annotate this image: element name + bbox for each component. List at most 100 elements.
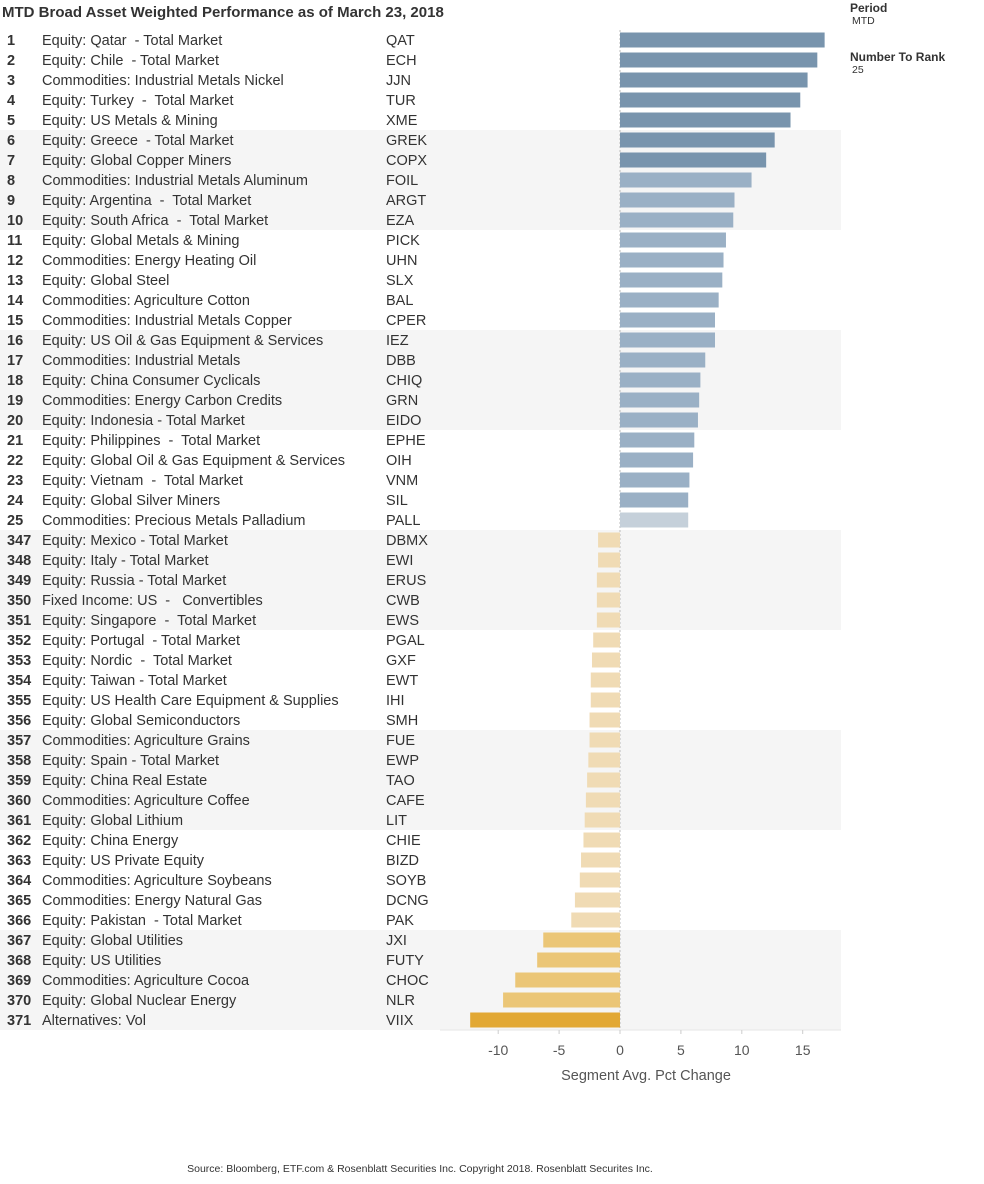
ticker-label: GRN — [386, 393, 418, 409]
bar — [620, 472, 690, 488]
rank-label: 25 — [7, 513, 23, 529]
bar — [620, 92, 801, 108]
ticker-label: GREK — [386, 133, 427, 149]
ticker-label: COPX — [386, 153, 427, 169]
rank-label: 19 — [7, 393, 23, 409]
rank-label: 10 — [7, 213, 23, 229]
segment-label: Equity: Global Steel — [42, 273, 169, 289]
rank-label: 350 — [7, 593, 31, 609]
bar — [620, 152, 767, 168]
bar — [620, 252, 724, 268]
ticker-label: BAL — [386, 293, 413, 309]
segment-label: Commodities: Industrial Metals Nickel — [42, 73, 284, 89]
segment-label: Commodities: Industrial Metals — [42, 353, 240, 369]
segment-label: Commodities: Agriculture Coffee — [42, 793, 250, 809]
bar — [574, 892, 620, 908]
table-row: 351 Equity: Singapore - Total Market EWS — [7, 612, 620, 629]
rank-label: 361 — [7, 813, 31, 829]
rank-label: 368 — [7, 953, 31, 969]
table-row: 20 Equity: Indonesia - Total Market EIDO — [7, 412, 698, 429]
table-row: 364 Commodities: Agriculture Soybeans SOYB — [7, 872, 620, 889]
rank-label: 3 — [7, 73, 15, 89]
segment-label: Equity: Qatar - Total Market — [42, 33, 222, 49]
rank-label: 23 — [7, 473, 23, 489]
rank-label: 2 — [7, 53, 15, 69]
bar — [620, 432, 695, 448]
ticker-label: PICK — [386, 233, 420, 249]
rank-label: 20 — [7, 413, 23, 429]
table-row: 7 Equity: Global Copper Miners COPX — [7, 152, 767, 169]
segment-label: Equity: Russia - Total Market — [42, 573, 226, 589]
ticker-label: IHI — [386, 693, 405, 709]
bar — [596, 572, 620, 588]
table-row: 18 Equity: China Consumer Cyclicals CHIQ — [7, 372, 701, 389]
rank-label: 354 — [7, 673, 31, 689]
table-row: 24 Equity: Global Silver Miners SIL — [7, 492, 689, 509]
bar — [620, 132, 775, 148]
bar — [543, 932, 620, 948]
rank-label: 1 — [7, 33, 15, 49]
row-band — [0, 930, 841, 1030]
table-row: 10 Equity: South Africa - Total Market EZA — [7, 212, 734, 229]
segment-label: Commodities: Agriculture Soybeans — [42, 873, 272, 889]
ticker-label: EWI — [386, 553, 413, 569]
segment-label: Equity: Global Lithium — [42, 813, 183, 829]
segment-label: Equity: Pakistan - Total Market — [42, 913, 242, 929]
bar — [571, 912, 620, 928]
table-row: 369 Commodities: Agriculture Cocoa CHOC — [7, 972, 620, 989]
table-row: 365 Commodities: Energy Natural Gas DCNG — [7, 892, 620, 909]
bar — [589, 712, 620, 728]
table-row: 361 Equity: Global Lithium LIT — [7, 812, 620, 829]
bar — [598, 532, 620, 548]
rank-label: 11 — [7, 233, 22, 249]
segment-label: Commodities: Agriculture Cocoa — [42, 973, 250, 989]
ticker-label: EIDO — [386, 413, 421, 429]
ticker-label: FUTY — [386, 953, 424, 969]
segment-label: Equity: US Oil & Gas Equipment & Service… — [42, 333, 323, 349]
ticker-label: CHIE — [386, 833, 421, 849]
segment-label: Equity: Turkey - Total Market — [42, 93, 234, 109]
period-label: Period — [850, 1, 888, 15]
table-row: 349 Equity: Russia - Total Market ERUS — [7, 572, 620, 589]
segment-label: Equity: China Real Estate — [42, 773, 207, 789]
rank-label: 18 — [7, 373, 23, 389]
rank-label: 366 — [7, 913, 31, 929]
segment-label: Equity: Philippines - Total Market — [42, 433, 260, 449]
table-row: 362 Equity: China Energy CHIE — [7, 832, 620, 849]
segment-label: Equity: Global Metals & Mining — [42, 233, 239, 249]
segment-label: Commodities: Precious Metals Palladium — [42, 513, 306, 529]
segment-label: Equity: Nordic - Total Market — [42, 653, 232, 669]
rank-label: 360 — [7, 793, 31, 809]
segment-label: Equity: Vietnam - Total Market — [42, 473, 243, 489]
segment-label: Commodities: Industrial Metals Copper — [42, 313, 292, 329]
segment-label: Commodities: Agriculture Grains — [42, 733, 250, 749]
segment-label: Commodities: Energy Heating Oil — [42, 253, 256, 269]
rank-label: 364 — [7, 873, 31, 889]
rank-label: 15 — [7, 313, 23, 329]
bar — [537, 952, 620, 968]
table-row: 367 Equity: Global Utilities JXI — [7, 932, 620, 949]
bar — [620, 272, 723, 288]
table-row: 2 Equity: Chile - Total Market ECH — [7, 52, 818, 69]
segment-label: Equity: Argentina - Total Market — [42, 193, 251, 209]
ticker-label: ARGT — [386, 193, 426, 209]
table-row: 371 Alternatives: Vol VIIX — [7, 1012, 620, 1029]
table-row: 23 Equity: Vietnam - Total Market VNM — [7, 472, 690, 489]
ticker-label: JXI — [386, 933, 407, 949]
bar — [593, 632, 620, 648]
x-axis-label: Segment Avg. Pct Change — [561, 1068, 731, 1084]
bar — [620, 212, 734, 228]
table-row: 17 Commodities: Industrial Metals DBB — [7, 352, 706, 369]
segment-label: Equity: Spain - Total Market — [42, 753, 219, 769]
table-row: 357 Commodities: Agriculture Grains FUE — [7, 732, 620, 749]
period-selector[interactable]: MTD — [852, 15, 875, 27]
ticker-label: CPER — [386, 313, 426, 329]
number-to-rank-selector[interactable]: 25 — [852, 64, 864, 76]
table-row: 25 Commodities: Precious Metals Palladium… — [7, 512, 689, 529]
bar — [620, 112, 791, 128]
rank-label: 348 — [7, 553, 31, 569]
rank-label: 370 — [7, 993, 31, 1009]
bar — [581, 852, 620, 868]
rank-label: 17 — [7, 353, 23, 369]
segment-label: Equity: Portugal - Total Market — [42, 633, 240, 649]
